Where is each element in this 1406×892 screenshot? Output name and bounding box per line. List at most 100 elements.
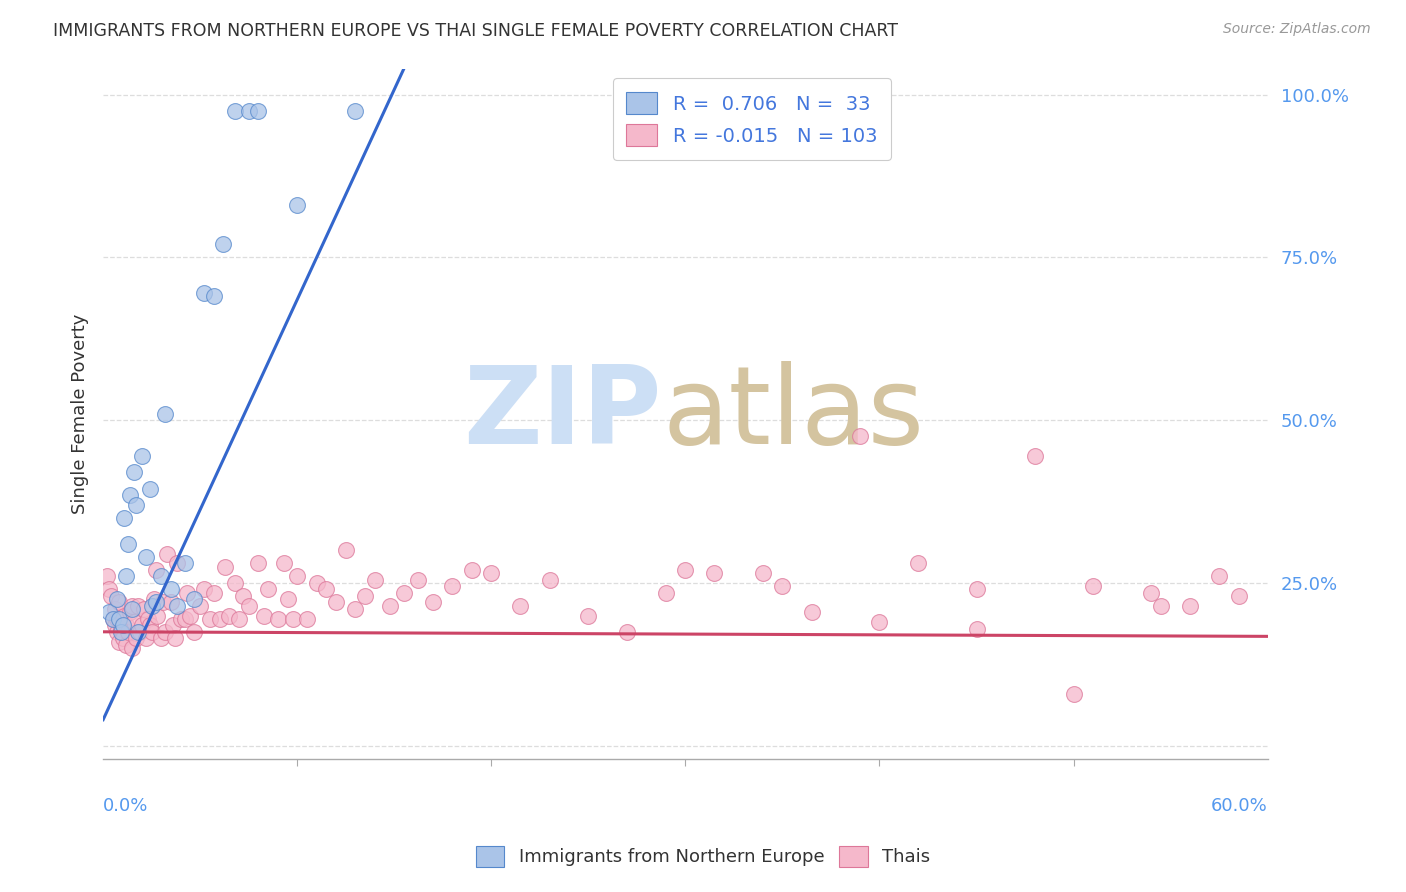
Point [212,237,235,252]
Point [152,595,174,609]
Point [115,618,138,632]
Point [105,612,128,626]
Text: atlas: atlas [662,360,924,467]
Point [1063,687,1085,701]
Point [283,612,305,626]
Point [121,599,143,613]
Point [97,582,120,597]
Point [869,615,891,629]
Point [163,632,186,646]
Point [257,582,280,597]
Point [117,537,139,551]
Point [295,612,318,626]
Point [183,592,205,607]
Point [101,612,124,626]
Legend: R =  0.706   N =  33, R = -0.015   N = 103: R = 0.706 N = 33, R = -0.015 N = 103 [613,78,891,160]
Point [616,624,638,639]
Text: Source: ZipAtlas.com: Source: ZipAtlas.com [1223,22,1371,37]
Point [170,612,193,626]
Point [364,573,387,587]
Point [141,599,163,613]
Point [188,599,211,613]
Point [966,582,988,597]
Point [238,599,260,613]
Point [125,498,148,512]
Point [105,624,128,639]
Point [380,599,402,613]
Point [173,612,195,626]
Point [129,624,152,639]
Point [344,103,367,118]
Point [325,595,347,609]
Point [136,612,159,626]
Point [173,557,195,571]
Point [120,605,142,619]
Point [160,582,183,597]
Point [155,624,177,639]
Point [122,615,145,629]
Point [703,566,725,581]
Point [138,482,160,496]
Point [150,569,173,583]
Point [101,612,124,626]
Point [461,563,484,577]
Point [110,622,132,636]
Point [122,465,145,479]
Point [800,605,823,619]
Point [238,103,260,118]
Point [115,638,138,652]
Point [1208,569,1230,583]
Point [285,569,308,583]
Text: ZIP: ZIP [464,360,662,467]
Point [107,595,129,609]
Point [145,595,167,609]
Point [305,576,328,591]
Point [166,557,188,571]
Point [179,608,201,623]
Point [1150,599,1173,613]
Point [115,569,138,583]
Point [344,602,367,616]
Point [907,557,929,571]
Point [114,608,136,623]
Point [335,543,357,558]
Point [132,602,155,616]
Point [193,582,215,597]
Point [96,569,118,583]
Point [111,612,134,626]
Point [104,618,127,632]
Point [142,592,165,607]
Point [849,429,872,443]
Point [509,599,531,613]
Point [127,599,149,613]
Point [131,618,153,632]
Point [354,589,377,603]
Point [160,595,183,609]
Point [127,624,149,639]
Point [966,622,988,636]
Point [673,563,696,577]
Point [770,579,793,593]
Point [422,595,444,609]
Point [107,634,129,648]
Point [267,612,290,626]
Point [110,624,132,639]
Point [576,608,599,623]
Point [198,612,221,626]
Point [406,573,429,587]
Text: 0.0%: 0.0% [103,797,149,814]
Point [155,407,177,421]
Point [162,618,184,632]
Point [121,602,143,616]
Point [150,632,173,646]
Point [1227,589,1250,603]
Point [135,549,157,564]
Point [655,585,678,599]
Point [141,624,163,639]
Point [1140,585,1163,599]
Point [202,585,225,599]
Point [441,579,464,593]
Point [228,612,250,626]
Point [176,585,198,599]
Point [111,632,134,646]
